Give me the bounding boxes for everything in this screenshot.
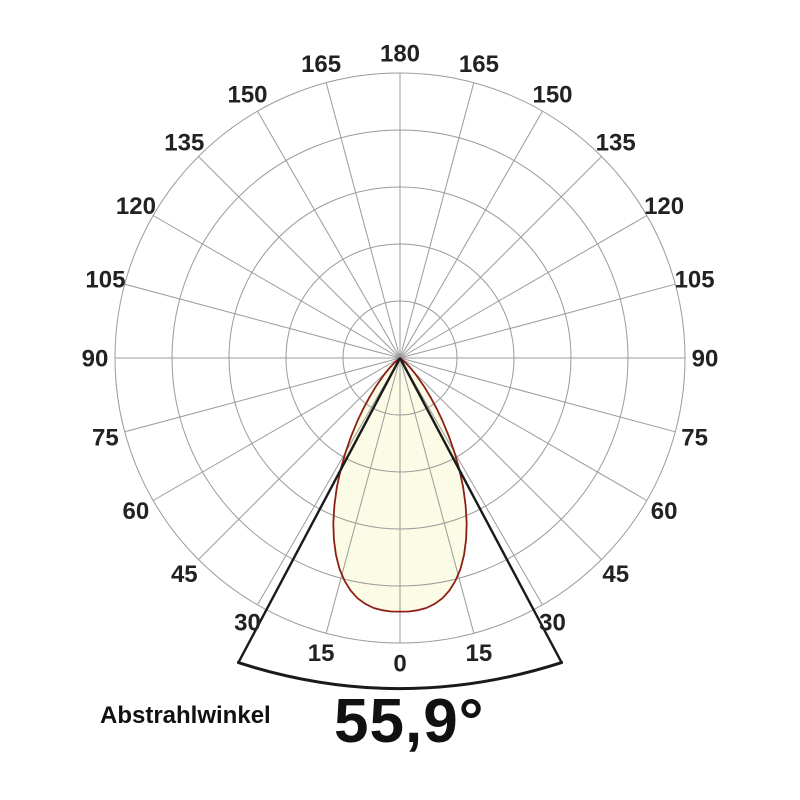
angle-label: 75 [681,424,708,451]
angle-label: 150 [227,81,267,108]
beam-lobe-outline [332,357,468,613]
grid-radial-line [399,357,602,560]
angle-label: 90 [82,345,109,372]
angle-label: 30 [539,610,566,637]
angle-label: 150 [532,81,572,108]
angle-label: 135 [596,130,636,157]
angle-label: 30 [234,610,261,637]
grid-radial-line [399,283,676,359]
grid-radial-line [325,357,401,634]
grid-radial-line [399,357,648,501]
beam-angle-arc [236,661,564,691]
angle-label: 15 [466,640,493,667]
grid-radial-line [124,283,401,359]
angle-label: 45 [602,561,629,588]
angle-label: 105 [85,267,125,294]
grid-radial-line [399,82,475,359]
grid-radial-line [399,357,475,634]
angle-label: 120 [116,193,156,220]
grid-radial-line [152,357,401,501]
beam-angle-line-right [398,357,563,664]
angle-label: 105 [675,267,715,294]
angle-label: 0 [393,650,406,677]
angle-label: 75 [92,424,119,451]
angle-label: 90 [692,345,719,372]
grid-radial-line [399,357,543,606]
angle-label: 135 [164,130,204,157]
grid-radial-line [399,357,676,433]
grid-radial-line [124,357,401,433]
angle-label: 180 [380,40,420,67]
beam-angle-label: Abstrahlwinkel [100,702,271,729]
angle-label: 60 [123,498,150,525]
beam-angle-line-left [237,357,402,664]
angle-label: 120 [644,193,684,220]
angle-label: 60 [651,498,678,525]
beam-angle-value: 55,9° [334,687,485,756]
grid-radial-line [399,156,602,359]
grid-radial-line [152,215,401,359]
grid-radial-line [198,357,401,560]
grid-radial-line [257,357,401,606]
angle-label: 165 [301,51,341,78]
angle-label: 165 [459,51,499,78]
angle-label: 45 [171,561,198,588]
grid-radial-line [257,110,401,359]
grid-radial-line [399,110,543,359]
angle-label: 15 [308,640,335,667]
grid-radial-line [399,215,648,359]
grid-radial-line [198,156,401,359]
grid-radial-line [325,82,401,359]
